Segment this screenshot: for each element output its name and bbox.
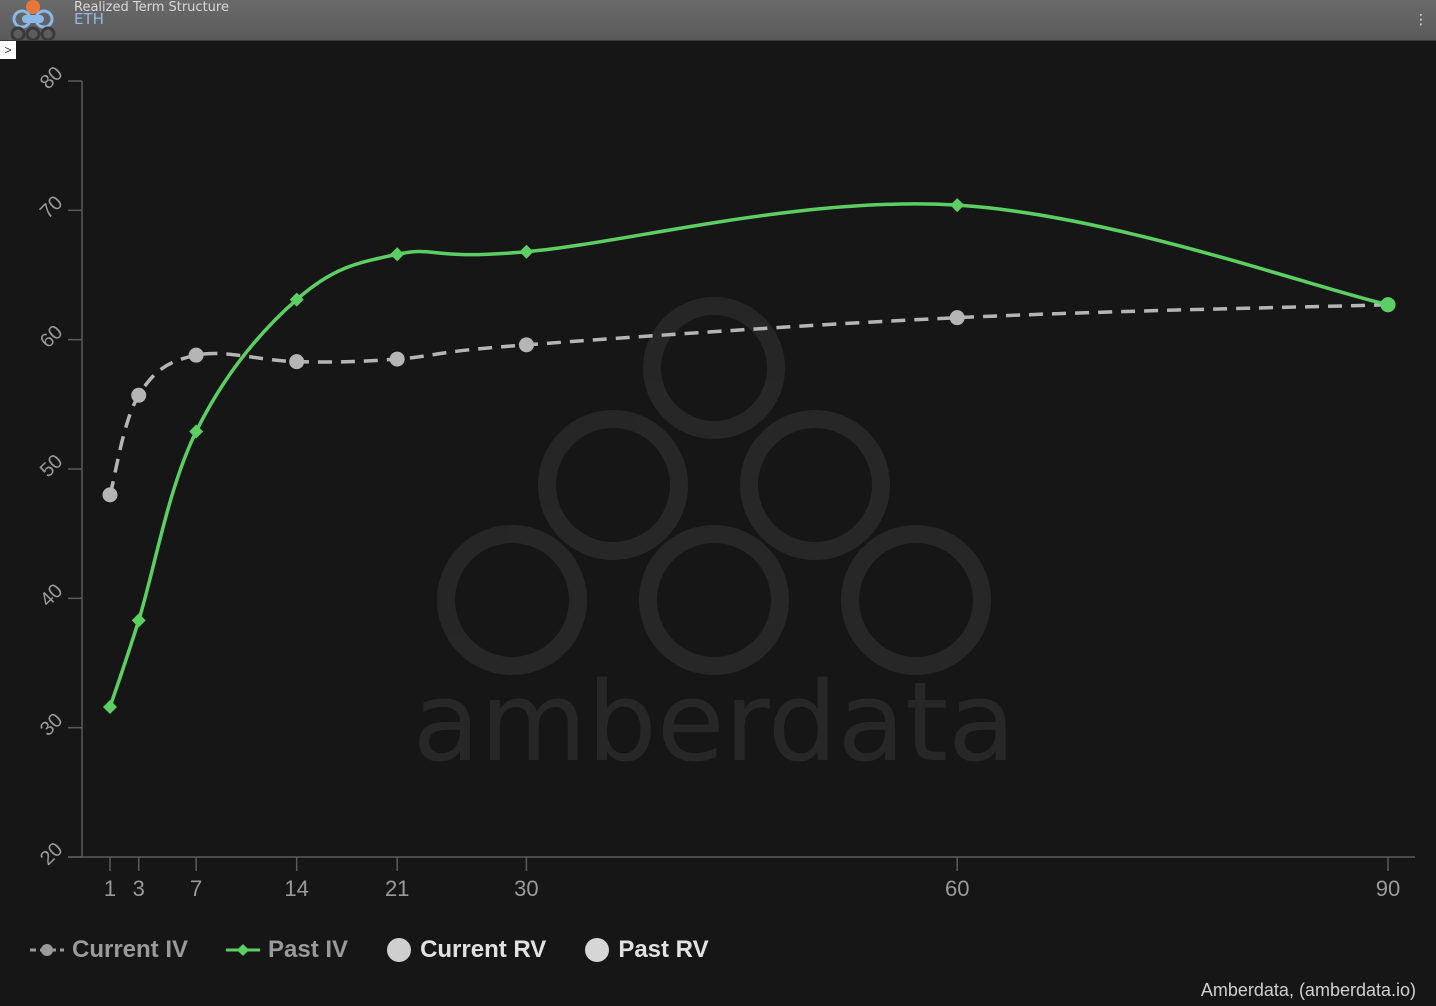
- title-bar: Realized Term Structure ETH ⋮: [0, 0, 1436, 41]
- point-current-iv[interactable]: [188, 347, 204, 363]
- point-current-iv[interactable]: [389, 351, 405, 367]
- point-current-iv[interactable]: [289, 354, 305, 370]
- legend-item-past-rv[interactable]: Past RV: [584, 936, 709, 964]
- legend-label-current-iv: Current IV: [72, 936, 189, 963]
- chevron-right-icon[interactable]: >: [0, 41, 16, 59]
- point-past-iv-end[interactable]: [1380, 297, 1396, 313]
- app-title: Realized Term Structure: [74, 0, 229, 15]
- legend-circle-icon: [387, 938, 412, 962]
- x-tick-label: 90: [1376, 876, 1400, 901]
- x-tick-label: 21: [385, 876, 409, 901]
- term-structure-chart: amberdata 20 30 40 50 60 70 80 1 3 7 14 21 30 60 90: [36, 63, 1415, 901]
- x-tick-label: 30: [514, 876, 538, 901]
- y-tick-label: 60: [36, 321, 67, 352]
- point-current-iv[interactable]: [949, 310, 965, 326]
- series-line-past-iv: [108, 202, 1389, 708]
- credits[interactable]: Amberdata, (amberdata.io): [1200, 980, 1416, 1000]
- legend: Current IV Past IV Current RV Past RV: [30, 936, 747, 964]
- x-tick-label: 1: [104, 876, 116, 901]
- kebab-menu-icon[interactable]: ⋮: [1414, 11, 1428, 27]
- series-line-current-iv: [108, 302, 1389, 496]
- x-tick-label: 3: [133, 876, 145, 901]
- asset-label: ETH: [74, 10, 104, 28]
- point-past-iv[interactable]: [390, 247, 405, 262]
- y-tick-label: 80: [36, 63, 67, 94]
- x-tick-label: 7: [190, 876, 202, 901]
- legend-circle-icon: [585, 938, 610, 962]
- y-tick-label: 30: [36, 709, 67, 740]
- point-current-iv[interactable]: [518, 337, 534, 353]
- y-tick-label: 50: [36, 451, 67, 482]
- point-past-iv[interactable]: [103, 699, 117, 714]
- point-past-iv[interactable]: [131, 613, 146, 628]
- x-tick-label: 60: [945, 876, 969, 901]
- point-past-iv[interactable]: [950, 198, 965, 213]
- legend-item-past-iv[interactable]: Past IV: [226, 936, 348, 964]
- legend-dashed-circle-icon: [30, 944, 64, 956]
- x-tick-label: 14: [284, 876, 308, 901]
- legend-item-current-rv[interactable]: Current RV: [386, 936, 546, 964]
- point-past-iv[interactable]: [519, 244, 534, 259]
- point-current-iv[interactable]: [102, 487, 118, 503]
- legend-label-past-rv: Past RV: [618, 936, 709, 963]
- legend-label-current-rv: Current RV: [420, 936, 547, 963]
- point-past-iv[interactable]: [289, 292, 304, 307]
- amberdata-watermark: amberdata: [412, 297, 1016, 786]
- y-tick-label: 40: [36, 580, 67, 611]
- y-tick-label: 20: [36, 839, 67, 870]
- legend-label-past-iv: Past IV: [268, 936, 349, 963]
- point-current-iv[interactable]: [131, 387, 147, 403]
- legend-diamond-line-icon: [226, 944, 261, 956]
- watermark-text: amberdata: [412, 658, 1015, 786]
- y-tick-label: 70: [36, 192, 67, 223]
- amberdata-logo-icon: [10, 0, 56, 41]
- series-layer: [102, 198, 1396, 714]
- legend-item-current-iv[interactable]: Current IV: [30, 936, 188, 964]
- point-past-iv[interactable]: [189, 424, 204, 439]
